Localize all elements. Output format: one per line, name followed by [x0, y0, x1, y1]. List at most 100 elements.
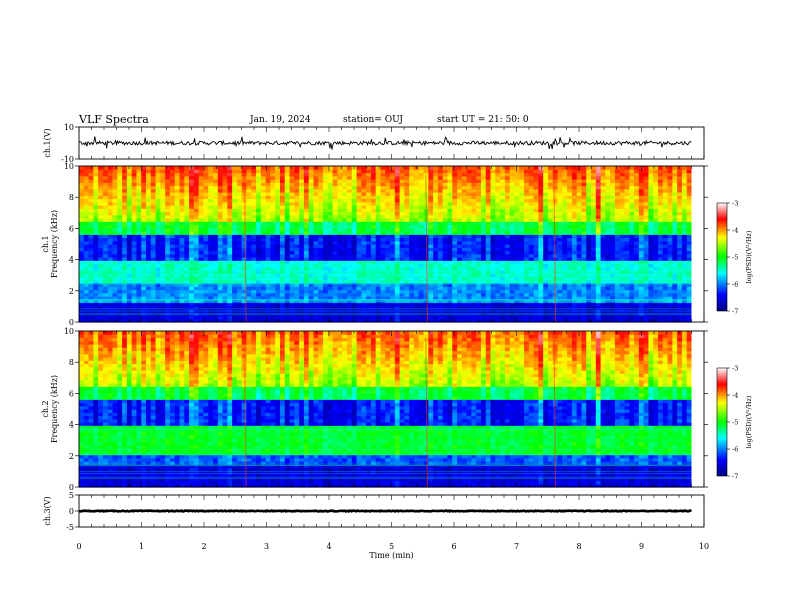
spectrogram-cell [107, 279, 114, 284]
spectrogram-cell [318, 234, 324, 239]
spectrogram-cell [337, 214, 343, 219]
spectrogram-cell [217, 260, 224, 265]
spectrogram-cell [686, 273, 693, 278]
spectrogram-cell [437, 276, 444, 281]
spectrogram-cell [107, 292, 114, 297]
spectrogram-cell [485, 276, 492, 281]
spectrogram-cell [399, 302, 405, 307]
spectrogram-cell [208, 198, 214, 203]
spectrogram-cell [160, 296, 166, 300]
spectrogram-cell [136, 263, 142, 268]
spectrogram-cell [217, 195, 224, 200]
spectrogram-cell [93, 205, 99, 209]
spectrogram-cell [136, 286, 142, 291]
spectrogram-cell [519, 218, 525, 222]
spectrogram-cell [155, 208, 161, 213]
spectrogram-cell [466, 214, 472, 219]
spectrogram-cell [294, 221, 300, 226]
spectrogram-cell [136, 201, 142, 206]
spectrogram-cell [337, 205, 343, 209]
spectrogram-cell [681, 318, 688, 323]
spectrogram-cell [385, 201, 391, 206]
spectrogram-cell [581, 227, 587, 232]
spectrogram-cell [198, 302, 205, 307]
spectrogram-cell [619, 260, 626, 265]
spectrogram-cell [370, 218, 377, 222]
spectrogram-cell [662, 211, 669, 216]
spectrogram-cell [189, 263, 195, 268]
spectrogram-cell [648, 208, 654, 213]
spectrogram-cell [643, 257, 650, 261]
spectrogram-cell [471, 247, 477, 252]
spectrogram-cell [677, 305, 683, 310]
spectrogram-cell [437, 227, 444, 232]
spectrogram-cell [390, 318, 396, 323]
spectrogram-cell [418, 218, 425, 222]
spectrogram-cell [98, 257, 104, 261]
spectrogram-cell [284, 318, 291, 323]
spectrogram-cell [102, 312, 109, 317]
spectrogram-cell [533, 318, 539, 323]
spectrogram-cell [232, 224, 238, 229]
spectrogram-cell [184, 279, 190, 284]
spectrogram-cell [509, 218, 516, 222]
spectrogram-cell [165, 292, 171, 297]
spectrogram-cell [658, 266, 664, 271]
spectrogram-cell [538, 237, 544, 242]
spectrogram-cell [591, 195, 597, 200]
spectrogram-cell [126, 279, 133, 284]
spectrogram-cell [165, 266, 171, 271]
spectrogram-cell [275, 253, 281, 258]
spectrogram-cell [514, 221, 520, 226]
spectrogram-cell [88, 276, 94, 281]
spectrogram-cell [533, 266, 539, 271]
spectrogram-cell [227, 276, 233, 281]
spectrogram-cell [332, 289, 338, 294]
spectrogram-cell [155, 240, 161, 245]
spectrogram-cell [404, 273, 410, 278]
spectrogram-cell [102, 237, 109, 242]
spectrogram-cell [117, 279, 123, 284]
spectrogram-cell [619, 253, 626, 258]
spectrogram-cell [165, 218, 171, 222]
spectrogram-cell [141, 260, 147, 265]
spectrogram-cell [375, 221, 382, 226]
spectrogram-cell [409, 234, 415, 239]
spectrogram-cell [519, 250, 525, 255]
spectrogram-cell [648, 279, 654, 284]
spectrogram-cell [466, 266, 472, 271]
spectrogram-cell [327, 289, 334, 294]
spectrogram-cell [504, 266, 511, 271]
spectrogram-cell [150, 214, 157, 219]
spectrogram-cell [643, 312, 650, 317]
spectrogram-cell [117, 247, 123, 252]
spectrogram-cell [466, 227, 472, 232]
spectrogram-cell [141, 266, 147, 271]
spectrogram-cell [303, 296, 310, 300]
spectrogram-cell [342, 247, 348, 252]
spectrogram-cell [586, 263, 592, 268]
spectrogram-cell [102, 315, 109, 320]
spectrogram-cell [390, 211, 396, 216]
spectrogram-cell [122, 247, 128, 252]
spectrogram-cell [457, 286, 463, 291]
spectrogram-cell [538, 240, 544, 245]
spectrogram-cell [562, 231, 568, 235]
spectrogram-cell [279, 276, 286, 281]
spectrogram-cell [552, 198, 559, 203]
spectrogram-cell [662, 289, 669, 294]
spectrogram-cell [126, 218, 133, 222]
spectrogram-cell [643, 263, 650, 268]
spectrogram-cell [605, 266, 611, 271]
spectrogram-cell [351, 315, 358, 320]
spectrogram-cell [141, 244, 147, 248]
spectrogram-cell [466, 292, 472, 297]
spectrogram-cell [318, 208, 324, 213]
spectrogram-cell [614, 296, 621, 300]
spectrogram-cell [356, 257, 362, 261]
spectrogram-cell [610, 257, 616, 261]
spectrogram-cell [648, 211, 654, 216]
spectrogram-cell [155, 279, 161, 284]
spectrogram-cell [490, 263, 496, 268]
spectrogram-cell [547, 305, 554, 310]
